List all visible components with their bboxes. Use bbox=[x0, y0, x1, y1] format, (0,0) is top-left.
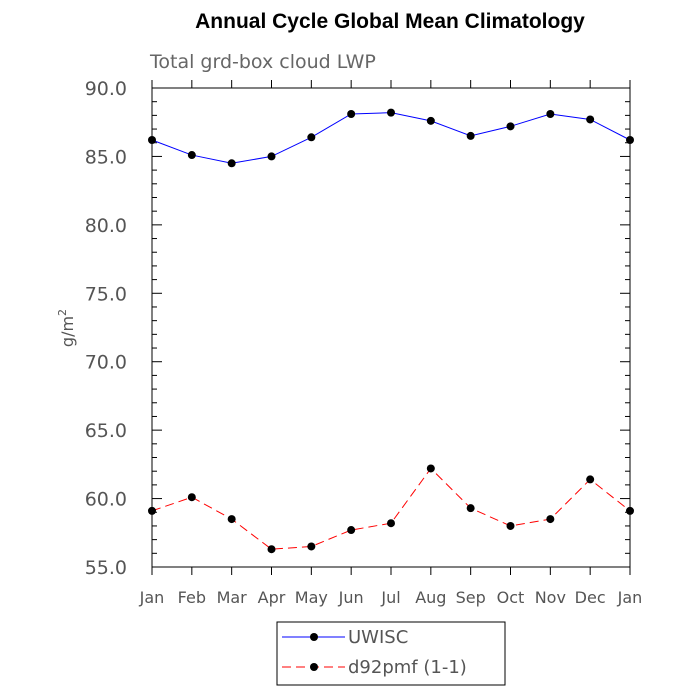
chart-subtitle: Total grd-box cloud LWP bbox=[149, 51, 376, 73]
x-tick-label: Mar bbox=[217, 588, 248, 607]
y-axis-label: g/m2 bbox=[56, 309, 77, 347]
data-point bbox=[466, 131, 475, 140]
data-point bbox=[506, 122, 515, 131]
data-point bbox=[586, 115, 595, 124]
data-point bbox=[546, 110, 555, 119]
data-point bbox=[506, 521, 515, 530]
y-tick-label: 60.0 bbox=[85, 489, 127, 511]
legend-box bbox=[276, 621, 506, 686]
data-point bbox=[307, 542, 316, 551]
plot-area bbox=[151, 87, 631, 568]
legend: UWISC d92pmf (1-1) bbox=[276, 621, 506, 686]
y-tick-label: 75.0 bbox=[85, 283, 127, 305]
x-tick-label: Jul bbox=[380, 588, 400, 607]
x-tick-label: Jan bbox=[139, 588, 165, 607]
x-tick-label: Feb bbox=[178, 588, 206, 607]
y-tick-label: 65.0 bbox=[85, 420, 127, 442]
data-point bbox=[347, 526, 356, 535]
legend-swatch-marker bbox=[310, 663, 318, 671]
x-tick-label: Nov bbox=[535, 588, 566, 607]
series-line-2 bbox=[151, 467, 631, 550]
data-point bbox=[227, 159, 236, 168]
axis-ticks bbox=[151, 80, 631, 575]
data-point bbox=[426, 116, 435, 125]
data-point bbox=[387, 108, 395, 117]
y-tick-labels: 55.0 60.0 65.0 70.0 75.0 80.0 85.0 90.0 bbox=[85, 78, 127, 579]
series-line-1 bbox=[151, 112, 631, 164]
data-point bbox=[586, 475, 595, 484]
data-point bbox=[626, 506, 634, 515]
x-tick-label: May bbox=[295, 588, 328, 607]
data-point bbox=[148, 136, 156, 145]
x-tick-label: Jan bbox=[617, 588, 643, 607]
data-point bbox=[267, 545, 276, 554]
data-point bbox=[148, 506, 156, 515]
legend-label: d92pmf (1-1) bbox=[348, 657, 467, 678]
data-point bbox=[426, 464, 435, 473]
data-point bbox=[347, 110, 356, 119]
x-tick-label: Oct bbox=[497, 588, 525, 607]
y-tick-label: 55.0 bbox=[85, 557, 127, 579]
x-tick-label: Jun bbox=[338, 588, 364, 607]
data-point bbox=[307, 133, 316, 142]
data-point bbox=[626, 136, 634, 145]
legend-label: UWISC bbox=[348, 627, 408, 648]
data-point bbox=[187, 151, 196, 160]
plot-border bbox=[151, 87, 631, 568]
data-point bbox=[387, 519, 395, 528]
x-tick-label: Sep bbox=[456, 588, 486, 607]
y-tick-label: 80.0 bbox=[85, 215, 127, 237]
y-tick-label: 85.0 bbox=[85, 146, 127, 168]
x-tick-label: Dec bbox=[575, 588, 606, 607]
data-point bbox=[267, 152, 276, 161]
data-point bbox=[227, 515, 236, 524]
series-group bbox=[148, 108, 634, 554]
y-tick-label: 70.0 bbox=[85, 352, 127, 374]
data-point bbox=[466, 504, 475, 513]
x-tick-label: Aug bbox=[415, 588, 446, 607]
data-point bbox=[546, 515, 555, 524]
legend-swatch-marker bbox=[310, 633, 318, 641]
chart-title: Annual Cycle Global Mean Climatology bbox=[195, 10, 585, 33]
x-tick-label: Apr bbox=[258, 588, 286, 607]
y-tick-label: 90.0 bbox=[85, 78, 127, 100]
data-point bbox=[187, 493, 196, 502]
x-tick-labels: Jan Feb Mar Apr May Jun Jul Aug Sep Oct Nov Dec Jan bbox=[139, 588, 643, 607]
